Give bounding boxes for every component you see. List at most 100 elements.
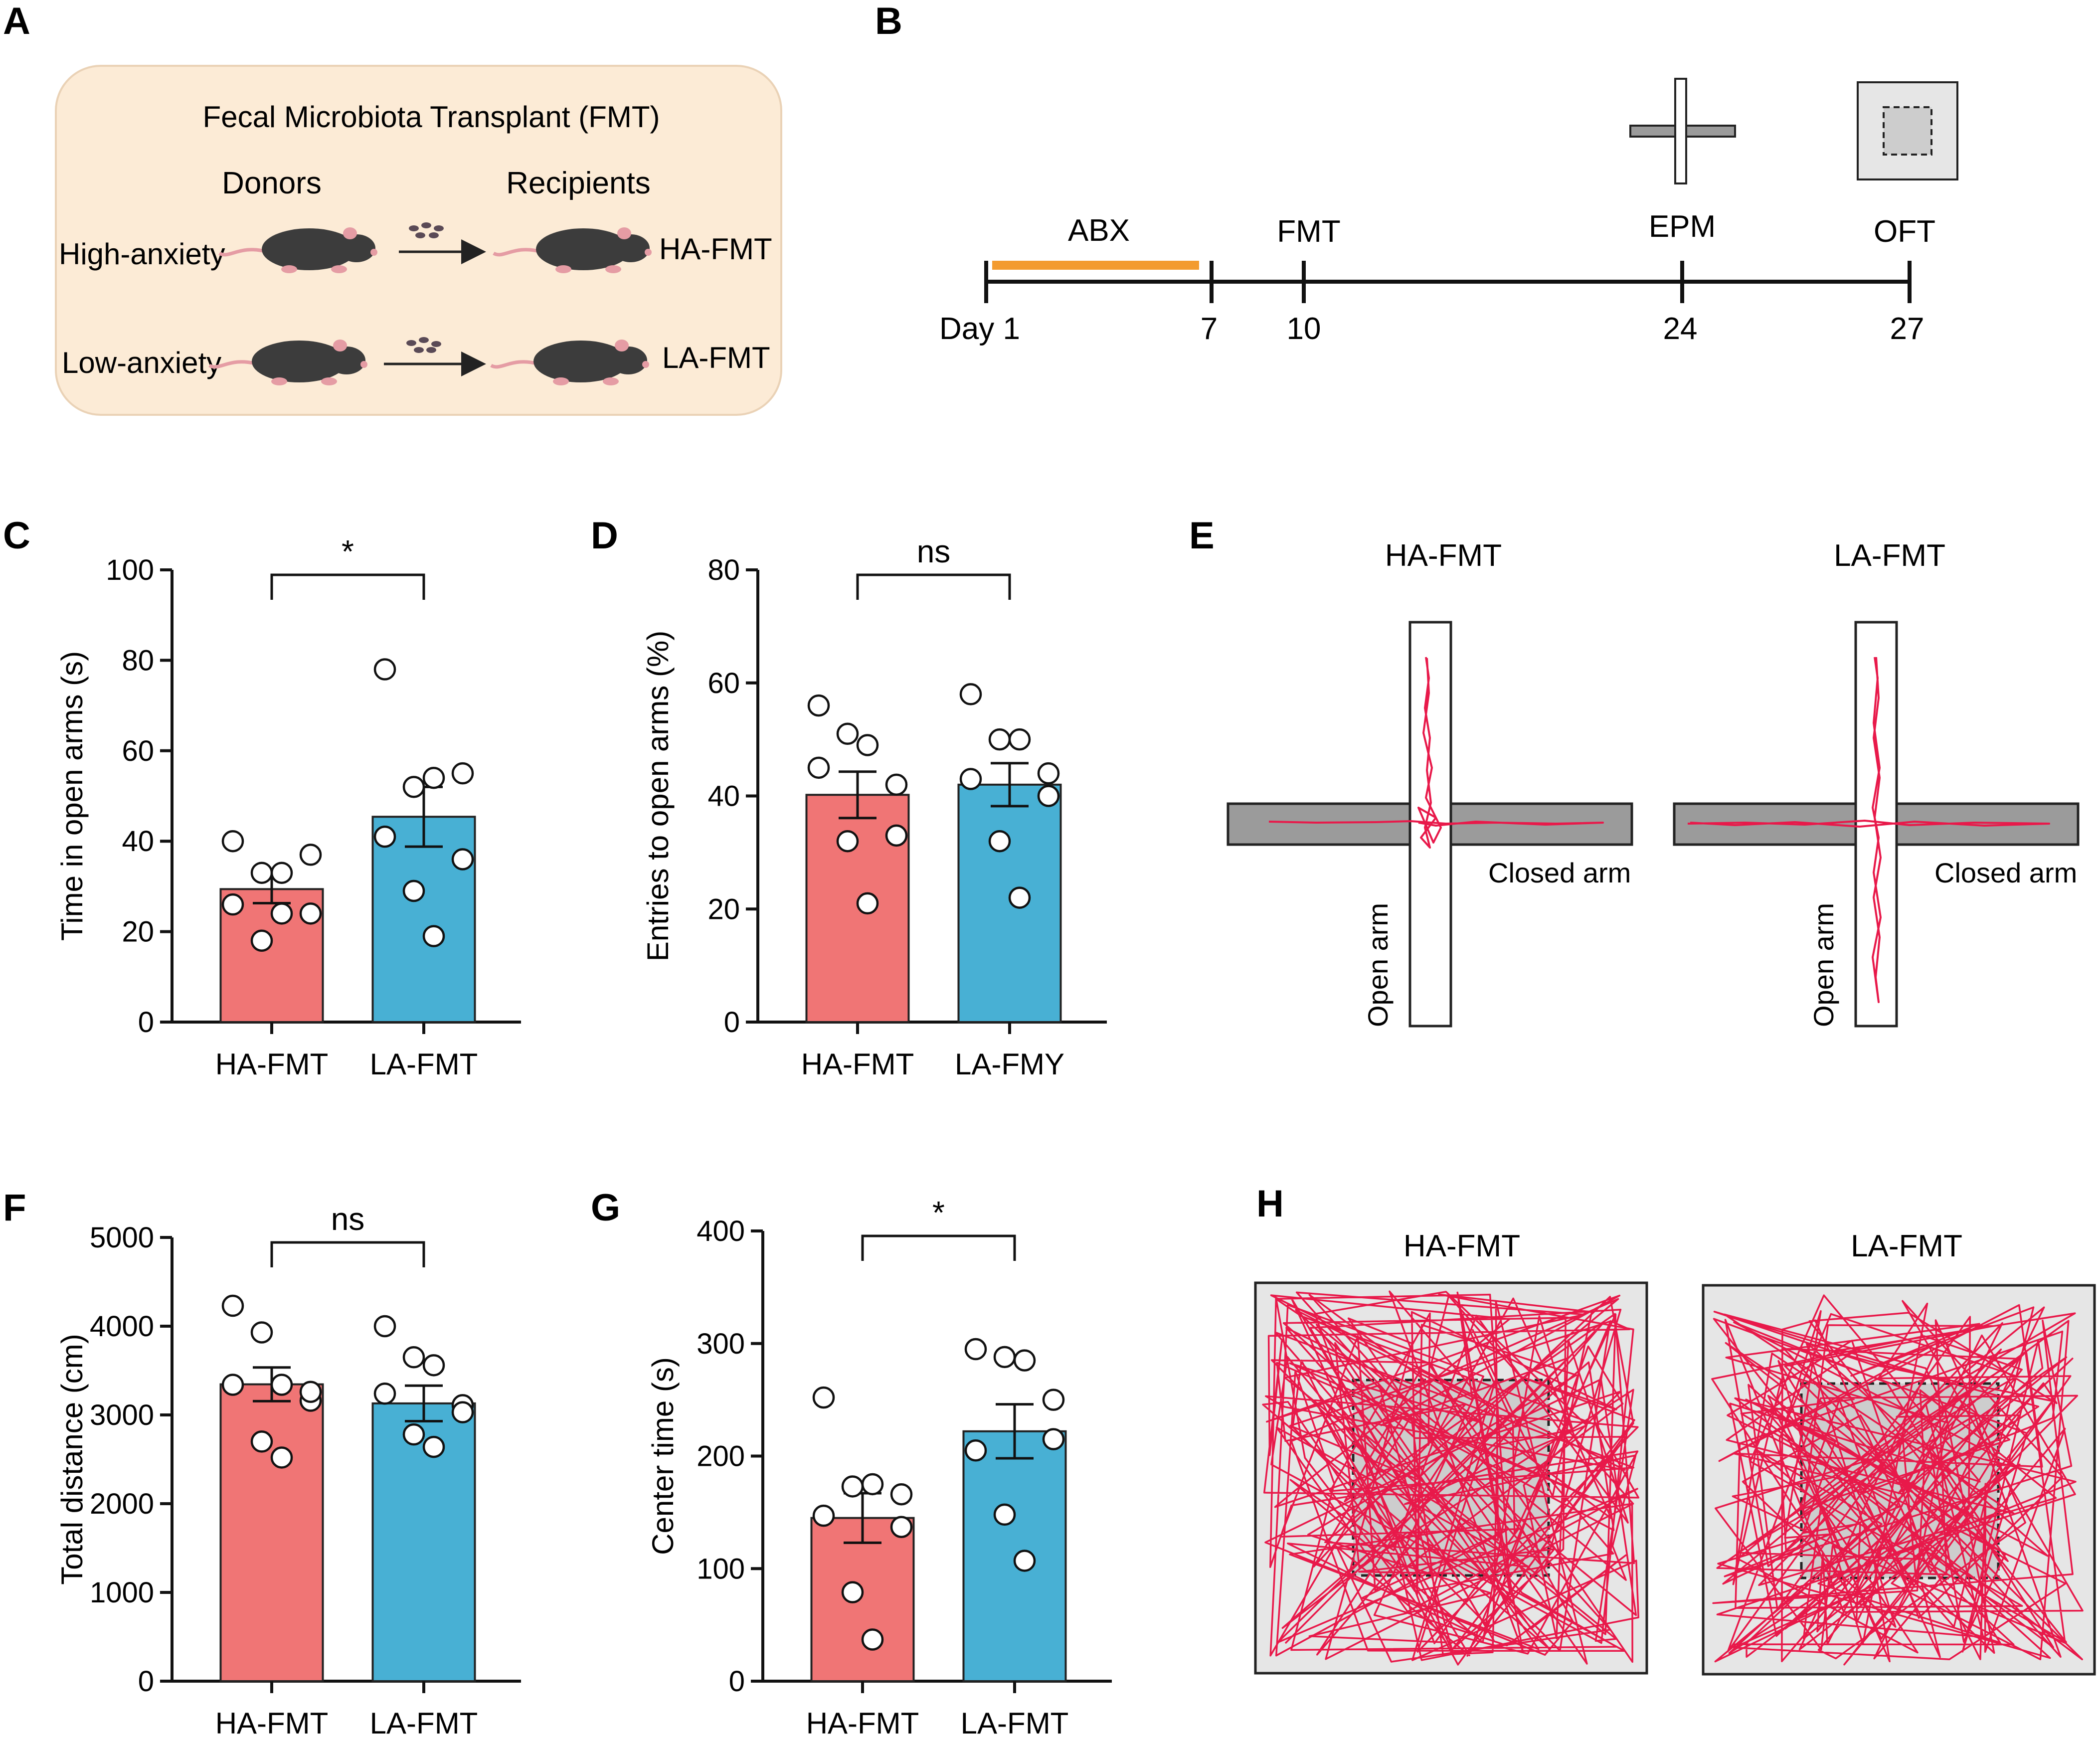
y-tick-label: 40 <box>707 780 740 813</box>
mouse-ear <box>615 340 629 351</box>
tick-label-10: 10 <box>1287 312 1321 346</box>
x-tick-label: HA-FMT <box>801 1047 914 1081</box>
data-point <box>812 1504 835 1527</box>
mouse-tail <box>218 248 267 257</box>
data-point <box>964 1338 987 1361</box>
data-point <box>221 1374 244 1396</box>
panel-g-letter: G <box>591 1187 620 1229</box>
mouse-tail <box>490 360 539 369</box>
mouse-body <box>262 228 356 270</box>
y-tick-label: 20 <box>707 893 740 925</box>
mouse-nose <box>645 249 652 256</box>
mouse-nose <box>642 361 649 368</box>
y-tick-label: 0 <box>724 1006 740 1039</box>
closed-arm-label-ha: Closed arm <box>1488 857 1631 888</box>
mouse-foot <box>553 377 569 385</box>
oft-la-title: LA-FMT <box>1851 1229 1962 1263</box>
y-tick-label: 60 <box>122 735 154 767</box>
x-tick-label: HA-FMT <box>215 1707 329 1740</box>
bar-la-fmy <box>957 783 1062 1023</box>
mouse-body <box>252 341 347 382</box>
data-point <box>807 694 830 717</box>
mouse-body <box>536 228 631 270</box>
fmt-label: FMT <box>1277 214 1340 249</box>
data-point <box>885 824 908 847</box>
mouse-head <box>338 234 375 262</box>
data-point <box>836 830 859 853</box>
mouse-icon <box>208 340 367 385</box>
y-tick-label: 300 <box>697 1328 745 1360</box>
open-field-la <box>1702 1284 2096 1676</box>
chart-total-distance: 0 1000 2000 3000 4000 5000 Total distance (cm)… <box>55 1201 521 1740</box>
data-point <box>993 1503 1016 1526</box>
mouse-ear <box>343 227 357 239</box>
abx-label: ABX <box>1068 213 1130 248</box>
x-tick-label: HA-FMT <box>215 1047 329 1081</box>
significance-label: * <box>342 533 354 569</box>
y-tick-label: 40 <box>122 825 154 858</box>
data-point <box>250 1430 273 1453</box>
y-tick-label: 400 <box>697 1215 745 1247</box>
mouse-icon <box>218 227 377 273</box>
x-tick-label: HA-FMT <box>806 1707 919 1740</box>
data-point <box>1037 762 1060 785</box>
y-tick-label: 5000 <box>90 1221 154 1254</box>
mouse-illustrations <box>208 227 652 385</box>
open-field-ha <box>1254 1281 1648 1675</box>
mouse-nose <box>360 361 367 368</box>
data-point <box>250 1321 273 1344</box>
data-point <box>402 776 425 798</box>
mouse-foot <box>281 265 297 273</box>
y-tick-label: 80 <box>122 644 154 677</box>
data-point <box>1013 1550 1036 1572</box>
data-point <box>856 892 879 915</box>
data-point <box>856 734 879 756</box>
ha-fmt-group-label: HA-FMT <box>659 232 772 266</box>
panel-h-letter: H <box>1256 1183 1284 1225</box>
mouse-foot <box>331 265 347 273</box>
data-point <box>373 1383 396 1405</box>
epm-label: EPM <box>1649 209 1716 244</box>
significance-label: ns <box>331 1201 365 1237</box>
data-point <box>885 773 908 796</box>
data-point <box>861 1473 884 1496</box>
panel-b-letter: B <box>875 0 902 42</box>
x-tick-label: LA-FMY <box>955 1047 1064 1081</box>
y-axis-label: Time in open arms (s) <box>55 651 89 941</box>
closed-arm-label-la: Closed arm <box>1934 857 2077 888</box>
data-point <box>270 1446 293 1469</box>
data-point <box>1013 1349 1036 1372</box>
mouse-foot <box>605 265 621 273</box>
tick-label-27: 27 <box>1890 312 1925 346</box>
epm-track-la <box>1687 657 2050 1003</box>
recipients-label: Recipients <box>506 166 650 200</box>
oft-ha-title: HA-FMT <box>1403 1229 1520 1263</box>
data-point <box>451 1401 474 1423</box>
data-point <box>993 1346 1016 1369</box>
data-point <box>451 762 474 785</box>
mouse-head <box>609 347 647 374</box>
y-tick-label: 0 <box>138 1006 154 1039</box>
y-tick-label: 20 <box>122 916 154 948</box>
open-field-icon <box>1857 81 1958 180</box>
data-point <box>959 683 982 705</box>
data-point <box>1008 728 1031 751</box>
data-point <box>890 1483 913 1506</box>
data-point <box>964 1439 987 1462</box>
data-point <box>373 1315 396 1338</box>
mouse-head <box>612 234 650 262</box>
data-point <box>841 1581 864 1603</box>
oft-track-ha <box>1262 1290 1640 1666</box>
data-point <box>373 658 396 681</box>
y-axis-label: Entries to open arms (%) <box>641 631 675 962</box>
mouse-body <box>533 341 628 382</box>
data-point <box>861 1628 884 1651</box>
data-point <box>221 1294 244 1317</box>
significance-bracket <box>856 573 1011 600</box>
y-axis-label: Center time (s) <box>646 1357 680 1555</box>
epm-maze-la: Closed arm Open arm <box>1673 621 2080 1028</box>
chart-center-time: 0 100 200 300 400 Center time (s) HA-FMT LA-FMT… <box>646 1195 1112 1740</box>
data-point <box>402 1346 425 1369</box>
fmt-scheme-box <box>55 65 782 416</box>
oft-label: OFT <box>1874 214 1935 249</box>
